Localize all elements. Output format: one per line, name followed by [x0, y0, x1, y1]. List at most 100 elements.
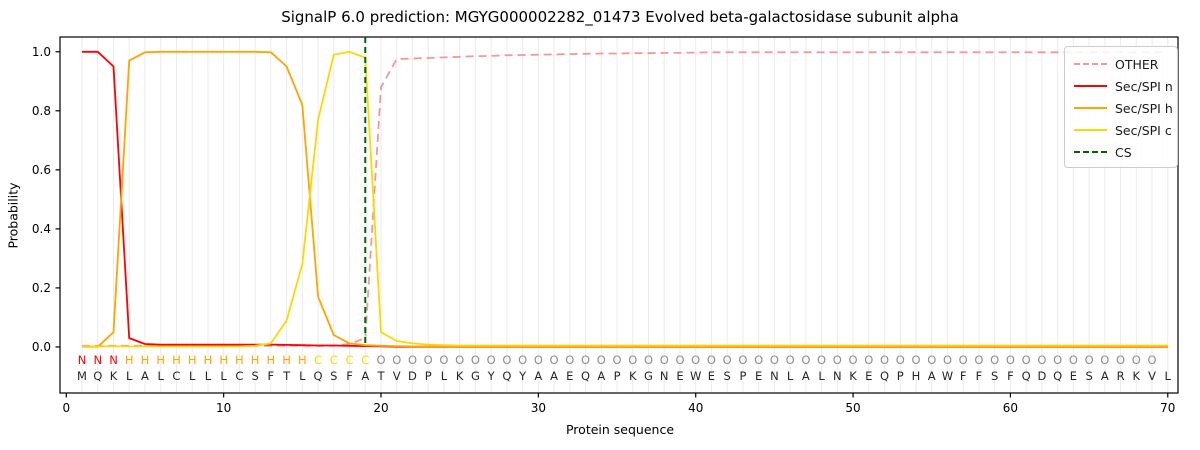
region-label: H	[219, 353, 228, 367]
series-other	[82, 51, 1168, 347]
region-label: O	[849, 353, 858, 367]
region-label: O	[518, 353, 527, 367]
sequence-letter: V	[393, 369, 401, 383]
y-tick-label: 0.0	[32, 340, 51, 354]
legend-label: Sec/SPI n	[1115, 78, 1173, 94]
sequence-letter: G	[471, 369, 480, 383]
sequence-letter: L	[220, 369, 227, 383]
region-label: H	[298, 353, 307, 367]
region-label: O	[833, 353, 842, 367]
sequence-letter: F	[960, 369, 967, 383]
sequence-letter: L	[299, 369, 306, 383]
sequence-letter: N	[833, 369, 842, 383]
legend-label: CS	[1115, 144, 1132, 160]
region-label: O	[628, 353, 637, 367]
region-label: O	[1100, 353, 1109, 367]
sequence-letter: Q	[1053, 369, 1062, 383]
sequence-letter: Q	[1022, 369, 1031, 383]
x-tick-label: 20	[373, 401, 388, 415]
series-sec-spi-n	[82, 50, 1168, 348]
region-label: O	[943, 353, 952, 367]
region-label: O	[707, 353, 716, 367]
sequence-letter: W	[690, 369, 701, 383]
sequence-letter: A	[1101, 369, 1109, 383]
region-label: H	[282, 353, 291, 367]
legend-item: Sec/SPI n	[1065, 75, 1177, 97]
region-label: C	[330, 353, 338, 367]
region-label: H	[172, 353, 181, 367]
region-label: O	[1053, 353, 1062, 367]
sequence-letter: P	[739, 369, 746, 383]
legend-label: Sec/SPI h	[1115, 100, 1173, 116]
sequence-letter: Q	[502, 369, 511, 383]
sequence-letter: A	[550, 369, 558, 383]
region-label: H	[251, 353, 260, 367]
sequence-letter: K	[456, 369, 464, 383]
sequence-letter: L	[205, 369, 212, 383]
sequence-letter: C	[172, 369, 180, 383]
sequence-letter: C	[235, 369, 243, 383]
region-label: O	[439, 353, 448, 367]
sequence-letter: A	[802, 369, 810, 383]
region-label: O	[1037, 353, 1046, 367]
sequence-letter: P	[897, 369, 904, 383]
sequence-letter: P	[425, 369, 432, 383]
x-tick-label: 50	[845, 401, 860, 415]
sequence-letter: F	[346, 369, 353, 383]
sequence-letter: S	[251, 369, 258, 383]
region-label: H	[141, 353, 150, 367]
legend-item: Sec/SPI c	[1065, 119, 1177, 141]
sequence-letter: K	[1133, 369, 1141, 383]
legend-line-swatch	[1074, 151, 1107, 153]
x-tick-label: 70	[1160, 401, 1175, 415]
region-label: O	[1116, 353, 1125, 367]
region-label: O	[1148, 353, 1157, 367]
region-label: O	[1132, 353, 1141, 367]
region-label: O	[786, 353, 795, 367]
sequence-letter: F	[1007, 369, 1014, 383]
axes-frame	[59, 36, 1179, 394]
region-label: N	[109, 353, 118, 367]
region-label: O	[1022, 353, 1031, 367]
sequence-letter: H	[912, 369, 921, 383]
sequence-letter: W	[942, 369, 953, 383]
region-label: O	[1006, 353, 1015, 367]
legend-item: CS	[1065, 141, 1177, 163]
region-label: O	[880, 353, 889, 367]
legend-item: Sec/SPI h	[1065, 97, 1177, 119]
sequence-letter: K	[849, 369, 857, 383]
region-label: O	[534, 353, 543, 367]
sequence-letter: Q	[314, 369, 323, 383]
region-label: O	[817, 353, 826, 367]
region-label: O	[550, 353, 559, 367]
sequence-letter: A	[361, 369, 369, 383]
region-label: C	[346, 353, 354, 367]
sequence-letter: E	[755, 369, 762, 383]
sequence-letter: S	[991, 369, 998, 383]
sequence-letter: M	[77, 369, 87, 383]
region-label: O	[990, 353, 999, 367]
sequence-letter: L	[818, 369, 825, 383]
sequence-letter: Y	[518, 369, 527, 383]
region-label: O	[455, 353, 464, 367]
region-label: O	[911, 353, 920, 367]
sequence-letter: L	[1165, 369, 1172, 383]
legend-label: Sec/SPI c	[1115, 122, 1172, 138]
sequence-letter: T	[282, 369, 291, 383]
sequence-letter: F	[268, 369, 275, 383]
region-label: O	[864, 353, 873, 367]
region-label: O	[613, 353, 622, 367]
region-label: H	[204, 353, 213, 367]
sequence-letter: K	[110, 369, 118, 383]
region-label: O	[1069, 353, 1078, 367]
sequence-letter: E	[1070, 369, 1077, 383]
region-label: O	[974, 353, 983, 367]
legend-label: OTHER	[1115, 56, 1159, 72]
sequence-letter: Q	[581, 369, 590, 383]
sequence-letter: V	[1148, 369, 1156, 383]
region-label: O	[801, 353, 810, 367]
region-label: O	[675, 353, 684, 367]
sequence-letter: R	[1117, 369, 1125, 383]
region-label: O	[959, 353, 968, 367]
